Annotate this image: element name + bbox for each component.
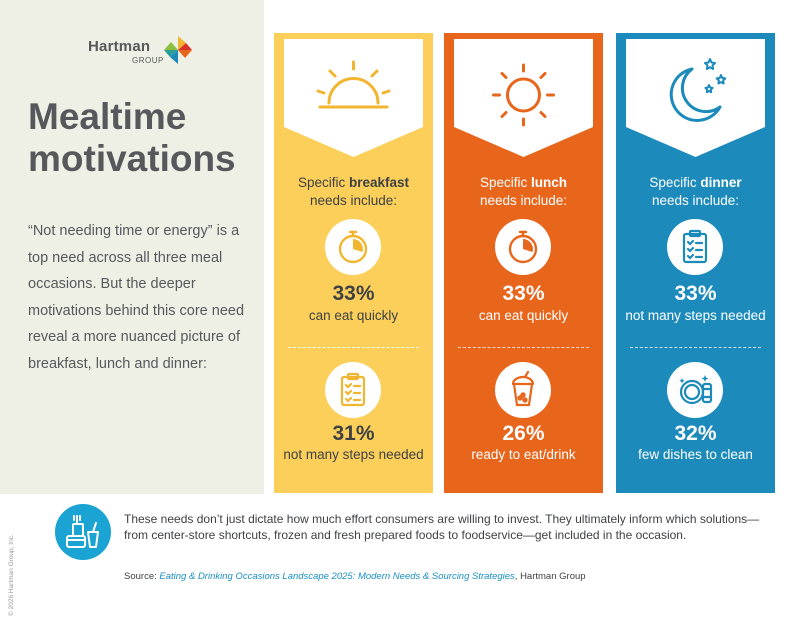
stat-percent: 33% [502, 282, 545, 305]
dinner-title: Specific dinner needs include: [649, 175, 742, 208]
footer-text: These needs don’t just dictate how much … [124, 512, 760, 542]
stat-label: ready to eat/drink [471, 447, 576, 462]
copyright: © 2026 Hartman Group, Inc. [8, 534, 15, 616]
stat-percent: 32% [674, 422, 717, 445]
title-line-2: motivations [28, 138, 236, 179]
divider [458, 347, 589, 348]
breakfast-column: Specific breakfast needs include: 33% ca… [274, 33, 433, 493]
left-panel: Hartman GROUP Mealtime motivations “Not … [0, 0, 264, 494]
stat-label: can eat quickly [308, 308, 399, 323]
lunch-banner [454, 39, 593, 157]
source-label: Source: [124, 571, 157, 582]
sunrise-icon [316, 60, 391, 109]
meal-name: dinner [700, 175, 742, 190]
sun-icon [492, 63, 555, 127]
dinner-banner [626, 39, 765, 157]
lunch-column: Specific lunch needs include: 33% can ea… [444, 33, 603, 493]
stat-label: not many steps needed [625, 308, 766, 323]
stat-percent: 33% [332, 282, 375, 305]
hartman-logo: Hartman GROUP [86, 34, 196, 70]
dinner-column: Specific dinner needs include: 33% not m… [616, 33, 775, 493]
intro-text: “Not needing time or energy” is a top ne… [28, 223, 245, 372]
stopwatch-icon [325, 219, 381, 275]
divider [288, 347, 419, 348]
stat-percent: 31% [332, 422, 375, 445]
logo-name: Hartman [88, 38, 151, 55]
logo-sub: GROUP [132, 56, 164, 65]
stat-label: can eat quickly [478, 308, 569, 323]
checklist-icon [667, 219, 723, 275]
stat-percent: 33% [674, 282, 717, 305]
stat-label: not many steps needed [283, 447, 424, 462]
page-title: Mealtime motivations [28, 96, 236, 180]
meal-name: breakfast [348, 175, 410, 190]
stopwatch-icon [495, 219, 551, 275]
moon-stars-icon [669, 58, 727, 122]
breakfast-title: Specific breakfast needs include: [297, 175, 410, 208]
boba-drink-icon [495, 362, 551, 418]
clean-dishes-icon [667, 362, 723, 418]
source-title: Eating & Drinking Occasions Landscape 20… [159, 571, 515, 582]
divider [630, 347, 761, 348]
breakfast-banner [284, 39, 423, 157]
checklist-icon [325, 362, 381, 418]
stat-label: few dishes to clean [638, 447, 753, 462]
meal-name: lunch [531, 175, 568, 190]
pinwheel-icon [164, 36, 192, 64]
title-line-1: Mealtime [28, 96, 187, 137]
source-citation: Source: Eating & Drinking Occasions Land… [124, 571, 586, 582]
food-containers-icon [55, 504, 111, 560]
stat-percent: 26% [502, 422, 545, 445]
lunch-title: Specific lunch needs include: [479, 175, 568, 208]
source-org: , Hartman Group [514, 571, 586, 582]
